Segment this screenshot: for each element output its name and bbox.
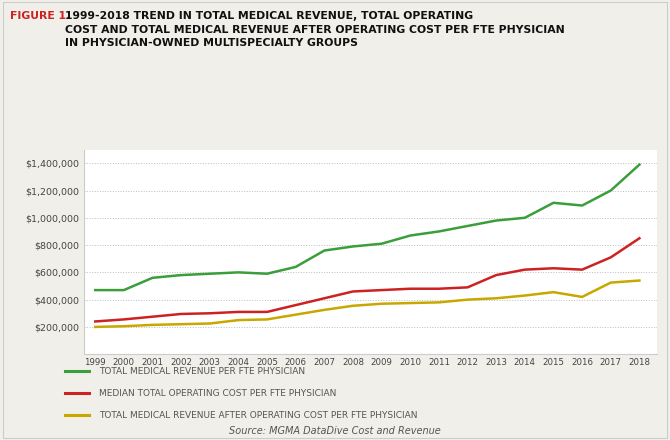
Text: 1999-2018 TREND IN TOTAL MEDICAL REVENUE, TOTAL OPERATING
COST AND TOTAL MEDICAL: 1999-2018 TREND IN TOTAL MEDICAL REVENUE… (65, 11, 565, 48)
Text: FIGURE 1.: FIGURE 1. (10, 11, 70, 21)
Text: TOTAL MEDICAL REVENUE PER FTE PHYSICIAN: TOTAL MEDICAL REVENUE PER FTE PHYSICIAN (99, 367, 306, 376)
Text: TOTAL MEDICAL REVENUE AFTER OPERATING COST PER FTE PHYSICIAN: TOTAL MEDICAL REVENUE AFTER OPERATING CO… (99, 411, 417, 420)
Text: Source: MGMA DataDive Cost and Revenue: Source: MGMA DataDive Cost and Revenue (229, 425, 441, 436)
Text: MEDIAN TOTAL OPERATING COST PER FTE PHYSICIAN: MEDIAN TOTAL OPERATING COST PER FTE PHYS… (99, 389, 336, 398)
